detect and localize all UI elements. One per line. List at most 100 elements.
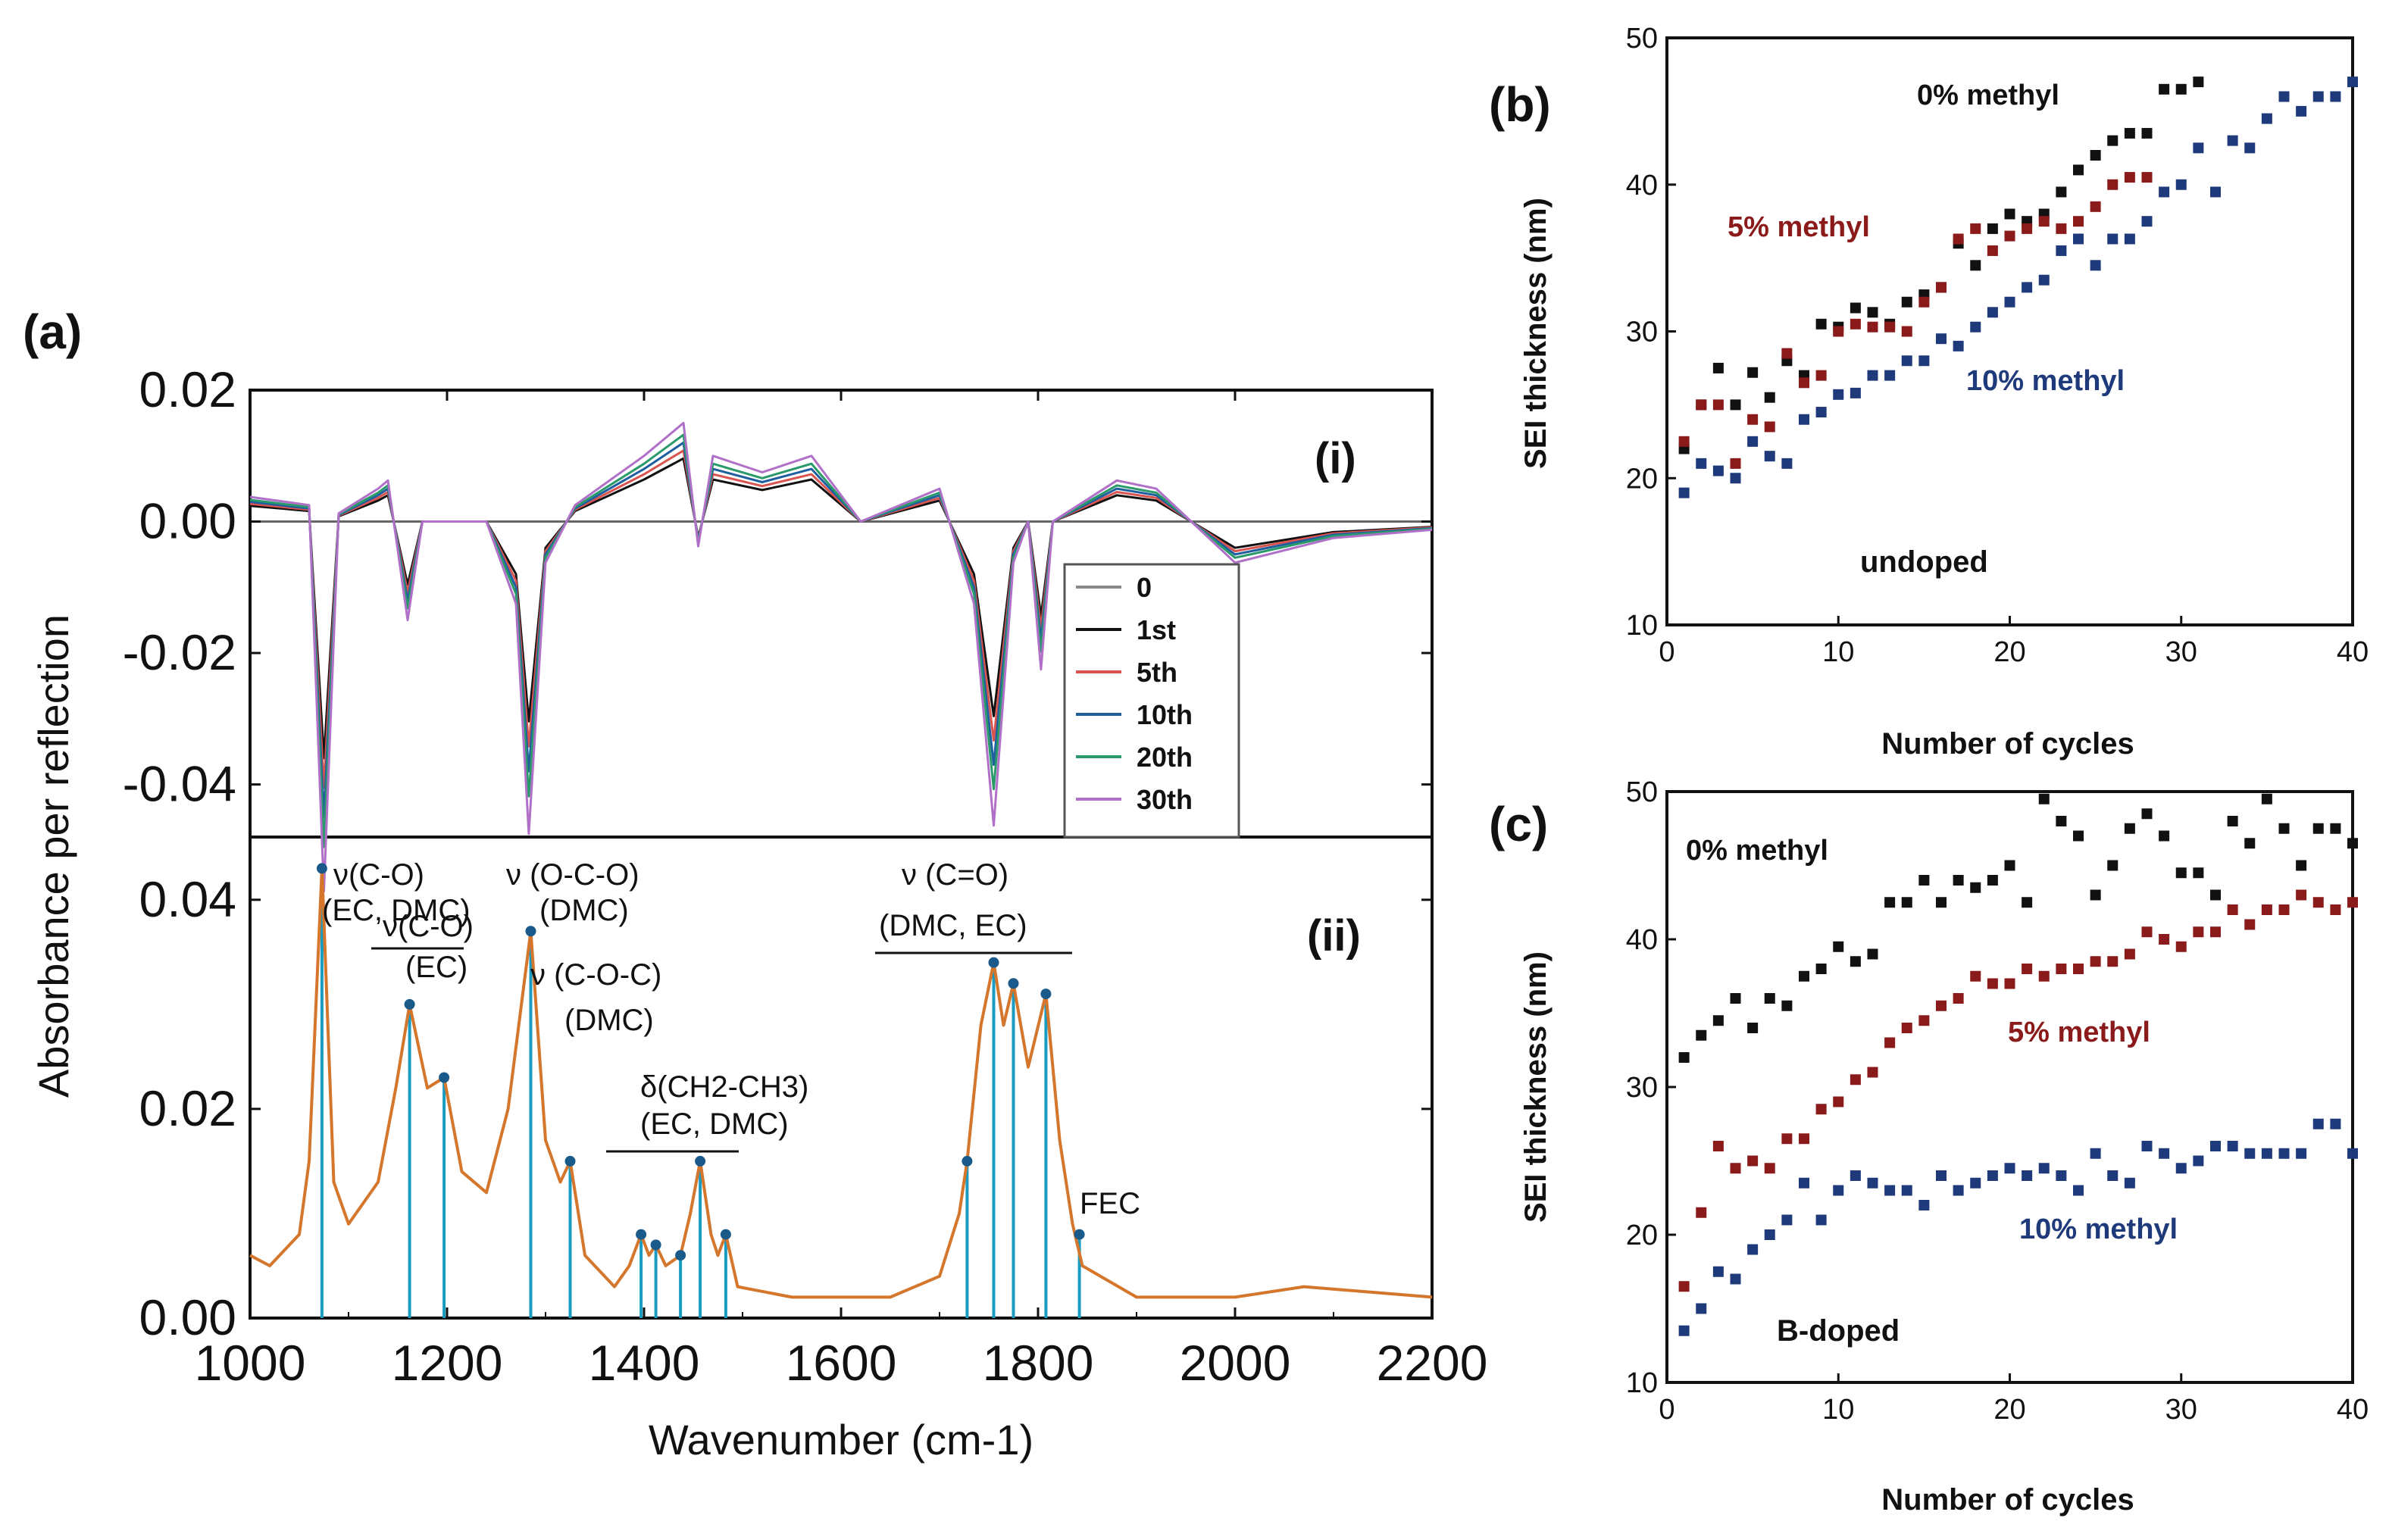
data-point — [2278, 91, 2290, 102]
data-point — [2312, 91, 2324, 102]
subplot-ii-curve — [249, 863, 1433, 1299]
data-point — [2347, 838, 2358, 849]
data-point — [1815, 370, 1827, 381]
y-tick-label: 20 — [1626, 1220, 1658, 1251]
data-point — [1781, 458, 1793, 469]
panel-b-ylabel: SEI thickness (nm) — [1519, 198, 1553, 469]
data-point — [2022, 964, 2033, 974]
y-tick-label: 10 — [1626, 1367, 1658, 1399]
data-point — [2107, 135, 2119, 146]
x-tick-label: 1400 — [589, 1335, 700, 1391]
data-point — [1678, 436, 1690, 447]
data-point — [2107, 233, 2119, 245]
data-point — [1884, 370, 1896, 381]
data-point — [1867, 370, 1878, 381]
data-point — [2159, 1148, 2170, 1159]
data-point — [1970, 882, 1981, 893]
annotation-fec: FEC — [1080, 1187, 1140, 1220]
data-point — [2038, 274, 2050, 286]
data-point — [2330, 823, 2341, 834]
data-point — [2193, 142, 2204, 154]
data-point — [2090, 1148, 2101, 1159]
data-point — [1799, 1177, 1809, 1189]
data-point — [1781, 1000, 1793, 1011]
series-label-10pct: 10% methyl — [1966, 365, 2125, 397]
data-point — [2056, 1170, 2067, 1181]
data-point — [1918, 296, 1930, 308]
data-point — [2141, 172, 2153, 183]
data-point — [1712, 399, 1724, 411]
data-point — [1781, 348, 1793, 359]
data-point — [1764, 1163, 1775, 1174]
annotation-ec: (EC) — [405, 951, 467, 984]
peak-marker — [1074, 1229, 1085, 1240]
data-point — [1833, 326, 1844, 337]
panel-b-points — [1678, 77, 2358, 498]
data-point — [2261, 1148, 2272, 1159]
x-tick-label: 20 — [1993, 636, 2025, 668]
data-point — [2175, 179, 2187, 190]
peak-marker — [564, 1155, 576, 1167]
data-point — [1970, 321, 1981, 333]
data-point — [1833, 389, 1844, 400]
data-point — [1764, 392, 1775, 403]
data-point — [1936, 1170, 1947, 1181]
subplot-i-curves — [249, 421, 1433, 893]
panel-c-label: (c) — [1489, 797, 1548, 851]
data-point — [2296, 889, 2307, 901]
panel-b-frame — [1665, 36, 2354, 626]
x-tick-label: 30 — [2165, 636, 2197, 668]
series-label-5pct: 5% methyl — [2008, 1017, 2150, 1048]
data-point — [2056, 186, 2067, 198]
data-point — [2073, 830, 2084, 842]
peak-annotations: ν(C-O) (EC, DMC) ν(C-O) (EC) ν (O-C-O) (… — [322, 858, 1140, 1220]
y-tick-label: 50 — [1626, 776, 1658, 808]
y-tick-label: -0.02 — [123, 624, 236, 680]
data-point — [1867, 948, 1878, 960]
panel-a-xticks: 1000 1200 1400 1600 1800 2000 2200 — [195, 390, 1487, 1391]
data-point — [2312, 1118, 2324, 1129]
data-point — [1918, 355, 1930, 367]
data-point — [2244, 142, 2256, 154]
data-point — [1918, 875, 1930, 886]
data-point — [1901, 296, 1912, 308]
data-point — [1850, 956, 1861, 967]
y-tick-label: 30 — [1626, 1072, 1658, 1104]
x-tick-label: 40 — [2337, 636, 2369, 668]
data-point — [1712, 362, 1724, 373]
data-point — [1970, 260, 1981, 271]
data-point — [2056, 816, 2067, 826]
data-point — [1833, 1185, 1844, 1196]
data-point — [1764, 1229, 1775, 1240]
data-point — [1850, 387, 1861, 398]
data-point — [2038, 970, 2050, 982]
legend-label: 10th — [1137, 699, 1193, 730]
data-point — [2278, 1148, 2290, 1159]
data-point — [2210, 186, 2221, 198]
data-point — [1712, 1266, 1724, 1277]
data-point — [1884, 897, 1896, 908]
peak-marker — [1040, 989, 1052, 1000]
data-point — [2330, 1118, 2341, 1129]
series-line-30th — [249, 421, 1433, 893]
data-point — [2159, 83, 2170, 95]
data-point — [1867, 1067, 1878, 1078]
data-point — [2296, 1148, 2307, 1159]
annotation-coc: ν (C-O-C) — [530, 958, 661, 992]
panel-b-label: (b) — [1489, 77, 1551, 132]
panel-a: (a) 1000 1200 1400 1600 1800 2000 2200 0.020.0… — [23, 305, 1487, 1463]
data-point — [1712, 1141, 1724, 1151]
data-point — [1953, 1185, 1964, 1196]
data-point — [1884, 321, 1896, 333]
subplot-ii-sticks — [320, 868, 1081, 1318]
data-point — [1987, 245, 1998, 256]
data-point — [2312, 897, 2324, 908]
data-point — [1953, 340, 1964, 351]
data-point — [1850, 1170, 1861, 1181]
data-point — [1901, 897, 1912, 908]
series-label-0pct: 0% methyl — [1917, 80, 2059, 111]
data-point — [1712, 465, 1724, 476]
data-point — [1867, 321, 1878, 333]
